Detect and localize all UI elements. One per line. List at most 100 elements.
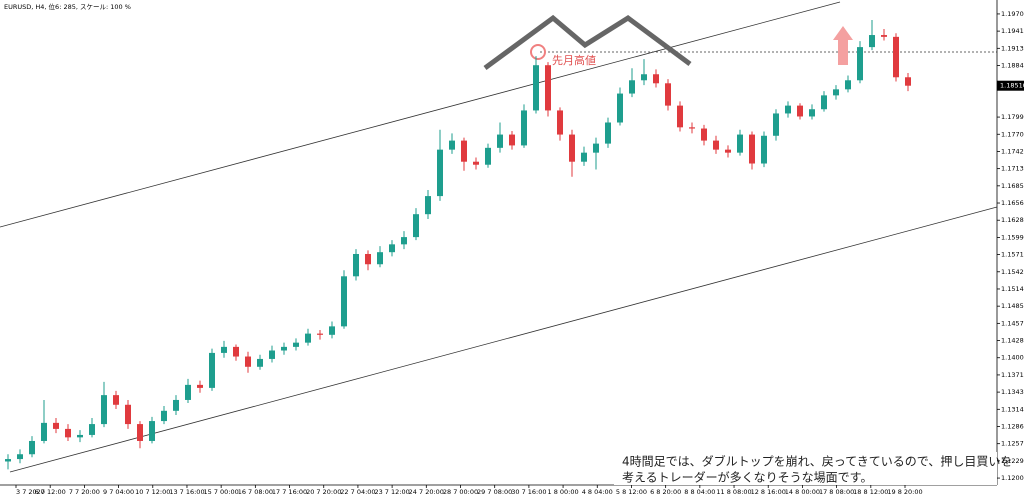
last-price-label: 1.18510 <box>1000 82 1024 90</box>
candle-body <box>869 35 875 48</box>
x-tick-label: 30 7 16:00 <box>511 488 546 496</box>
x-tick-label: 28 7 00:00 <box>443 488 478 496</box>
x-tick-label: 7 7 20:00 <box>69 488 100 496</box>
y-tick-label: 1.12290 <box>1001 457 1024 465</box>
candle-body <box>749 134 755 164</box>
candle-body <box>641 74 647 81</box>
y-tick-label: 1.15995 <box>1001 233 1024 241</box>
candle-body <box>497 134 503 148</box>
y-tick-label: 1.14285 <box>1001 337 1024 345</box>
y-tick-label: 1.15425 <box>1001 268 1024 276</box>
candle-body <box>425 196 431 215</box>
x-tick-label: 1 8 00:00 <box>548 488 579 496</box>
candle-body <box>5 459 11 462</box>
x-tick-label: 18 8 12:00 <box>853 488 888 496</box>
candle-body <box>377 252 383 265</box>
candle-body <box>185 384 191 400</box>
candle-body <box>125 404 131 425</box>
y-tick-label: 1.19700 <box>1001 10 1024 18</box>
x-tick-label: 17 7 16:00 <box>272 488 307 496</box>
candle-body <box>209 352 215 388</box>
candle-body <box>353 253 359 277</box>
candle-body <box>893 36 899 78</box>
candle-body <box>485 147 491 165</box>
candle-body <box>845 80 851 90</box>
candle-body <box>857 47 863 81</box>
candle-body <box>677 105 683 128</box>
candle-body <box>533 65 539 111</box>
y-tick-label: 1.14570 <box>1001 319 1024 327</box>
x-tick-label: 24 7 20:00 <box>409 488 444 496</box>
candle-body <box>725 149 731 153</box>
x-tick-label: 4 8 04:00 <box>582 488 613 496</box>
candle-body <box>137 424 143 441</box>
candle-body <box>593 143 599 153</box>
candle-body <box>329 326 335 335</box>
y-tick-label: 1.16565 <box>1001 199 1024 207</box>
candle-body <box>557 110 563 135</box>
x-tick-label: 3 7 2020 <box>16 488 45 496</box>
candle-body <box>89 424 95 435</box>
x-tick-label: 8 8 04:00 <box>684 488 715 496</box>
x-tick-label: 29 7 08:00 <box>477 488 512 496</box>
candle-body <box>401 237 407 245</box>
candle-body <box>773 113 779 136</box>
x-tick-label: 17 8 08:00 <box>819 488 854 496</box>
x-tick-label: 10 7 12:00 <box>135 488 170 496</box>
x-tick-label: 11 8 08:00 <box>716 488 751 496</box>
candle-body <box>545 65 551 111</box>
candle-body <box>461 140 467 162</box>
candle-body <box>605 122 611 144</box>
candle-body <box>797 105 803 117</box>
candle-body <box>173 399 179 411</box>
candle-body <box>617 93 623 123</box>
candle-body <box>257 358 263 367</box>
candle-body <box>269 350 275 359</box>
candle-body <box>305 333 311 343</box>
candle-body <box>113 395 119 405</box>
y-tick-label: 1.12860 <box>1001 422 1024 430</box>
candle-body <box>473 161 479 165</box>
y-tick-label: 1.19415 <box>1001 27 1024 35</box>
candle-body <box>809 109 815 117</box>
y-tick-label: 1.17420 <box>1001 147 1024 155</box>
candle-body <box>293 342 299 347</box>
candle-body <box>881 35 887 37</box>
candle-body <box>785 105 791 114</box>
candle-body <box>581 152 587 162</box>
candle-body <box>65 428 71 438</box>
y-tick-label: 1.15710 <box>1001 251 1024 259</box>
x-tick-label: 5 8 12:00 <box>616 488 647 496</box>
y-tick-label: 1.12575 <box>1001 440 1024 448</box>
candle-body <box>17 454 23 460</box>
candle-body <box>413 214 419 238</box>
candle-body <box>569 134 575 162</box>
candle-body <box>365 253 371 265</box>
candle-body <box>905 77 911 86</box>
x-tick-label: 9 7 04:00 <box>103 488 134 496</box>
candle-body <box>221 346 227 353</box>
y-tick-label: 1.13715 <box>1001 371 1024 379</box>
y-tick-label: 1.13430 <box>1001 388 1024 396</box>
y-tick-label: 1.19130 <box>1001 44 1024 52</box>
candle-body <box>233 346 239 357</box>
candle-body <box>341 276 347 327</box>
candle-body <box>521 110 527 146</box>
x-tick-label: 13 7 16:00 <box>169 488 204 496</box>
last-price-box <box>997 80 1024 91</box>
x-tick-label: 19 8 20:00 <box>887 488 922 496</box>
y-tick-label: 1.14000 <box>1001 354 1024 362</box>
chart-title: EURUSD, H4, 位6: 285, スケール: 100 % <box>4 2 131 11</box>
up-arrow <box>833 26 853 65</box>
candle-body <box>653 74 659 84</box>
x-tick-label: 20 7 20:00 <box>306 488 341 496</box>
x-tick-label: 23 7 12:00 <box>374 488 409 496</box>
candle-body <box>53 422 59 429</box>
annotation: 先月高値 <box>552 53 596 67</box>
candle-body <box>389 244 395 253</box>
candle-body <box>629 80 635 94</box>
candle-body <box>77 434 83 438</box>
candle-body <box>161 410 167 422</box>
y-tick-label: 1.17990 <box>1001 113 1024 121</box>
